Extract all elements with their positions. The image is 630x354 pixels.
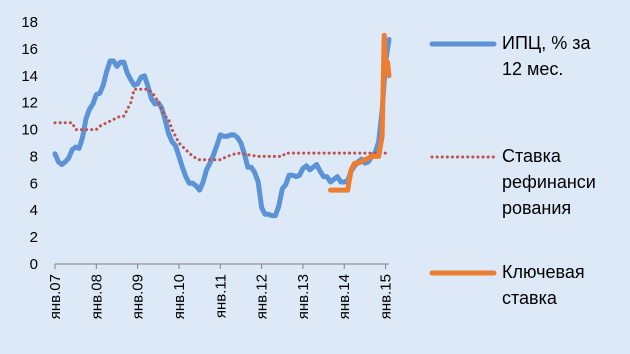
series-layer: [52, 32, 392, 219]
legend-label: Ключевая: [502, 262, 585, 282]
x-tick-label: янв.10: [171, 274, 188, 319]
y-tick-label: 16: [21, 41, 38, 58]
x-tick-label: янв.13: [295, 274, 312, 319]
series-line-1: [53, 87, 391, 162]
x-tick-label: янв.09: [130, 274, 147, 319]
x-tick-label: янв.12: [254, 274, 271, 319]
y-axis-tick-labels: 0 2 4 6 8 10 12 14 16 18: [21, 14, 38, 273]
legend-label: ИПЦ, % за: [502, 33, 591, 53]
y-tick-label: 10: [21, 122, 38, 139]
y-tick-label: 4: [30, 202, 38, 219]
x-tick-label: янв.11: [212, 274, 229, 318]
legend-label: рефинанси: [502, 172, 596, 192]
y-tick-label: 8: [30, 148, 38, 165]
y-tick-label: 2: [30, 229, 38, 246]
y-tick-label: 18: [21, 14, 38, 31]
x-tick-label: янв.08: [88, 274, 105, 319]
series-line-0: [52, 37, 392, 219]
x-tick-label: янв.14: [336, 274, 353, 319]
y-tick-label: 14: [21, 68, 38, 85]
x-axis-tick-labels: янв.07 янв.08 янв.09 янв.10 янв.11 янв.12 янв.…: [47, 274, 395, 319]
legend-label: рования: [502, 198, 571, 218]
x-tick-label: янв.15: [378, 274, 395, 319]
y-tick-label: 0: [30, 256, 38, 273]
y-tick-label: 6: [30, 175, 38, 192]
legend-label: ставка: [502, 288, 558, 308]
series-line-2: [328, 32, 392, 193]
x-tick-label: янв.07: [47, 274, 64, 319]
legend-label: Ставка: [502, 146, 562, 166]
legend: ИПЦ, % за 12 мес. Ставка рефинанси рования Кл…: [429, 33, 596, 308]
legend-label: 12 мес.: [502, 59, 563, 79]
y-tick-label: 12: [21, 95, 38, 112]
x-axis-tick-marks: [54, 264, 387, 269]
